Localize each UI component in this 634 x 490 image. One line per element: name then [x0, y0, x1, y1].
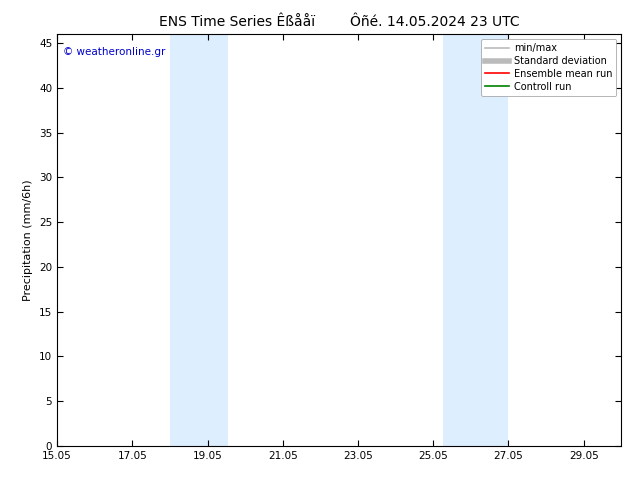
Bar: [170, 34, 228, 446]
Legend: min/max, Standard deviation, Ensemble mean run, Controll run: min/max, Standard deviation, Ensemble me…: [481, 39, 616, 96]
Title: ENS Time Series Êßååï        Ôñé. 14.05.2024 23 UTC: ENS Time Series Êßååï Ôñé. 14.05.2024 23…: [159, 15, 519, 29]
Y-axis label: Precipitation (mm/6h): Precipitation (mm/6h): [23, 179, 34, 301]
Text: © weatheronline.gr: © weatheronline.gr: [63, 47, 165, 57]
Bar: [443, 34, 508, 446]
